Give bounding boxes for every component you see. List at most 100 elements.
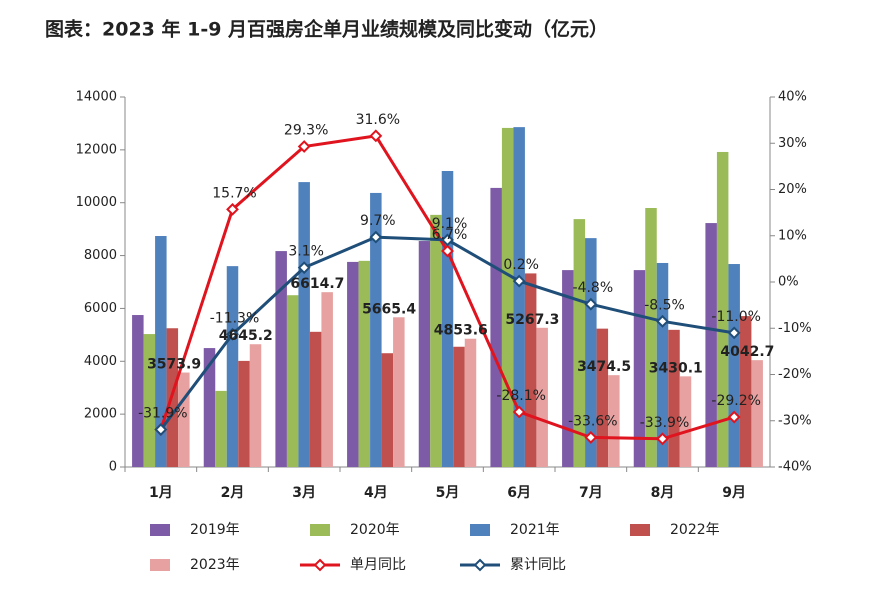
line-marker bbox=[512, 405, 526, 419]
bar bbox=[321, 292, 333, 467]
line-label: -4.8% bbox=[573, 280, 614, 296]
bar bbox=[132, 315, 144, 467]
line-label: -29.2% bbox=[711, 393, 761, 409]
x-tick-label: 2月 bbox=[221, 485, 245, 501]
legend-swatch bbox=[310, 524, 330, 536]
bar bbox=[226, 266, 239, 467]
bar bbox=[679, 376, 692, 467]
line-marker bbox=[369, 230, 383, 244]
line-label: 29.3% bbox=[284, 122, 328, 138]
x-tick-label: 5月 bbox=[436, 485, 460, 501]
line-marker bbox=[226, 327, 239, 341]
bar bbox=[573, 219, 586, 467]
bar bbox=[536, 327, 548, 467]
bar bbox=[393, 317, 405, 467]
y2-tick-label: 40% bbox=[778, 90, 807, 105]
line-label: -11.0% bbox=[711, 309, 761, 325]
line-label: 31.6% bbox=[356, 112, 400, 128]
line-label: -8.5% bbox=[644, 297, 685, 313]
line-label: 9.1% bbox=[432, 216, 468, 232]
bar bbox=[513, 127, 525, 467]
legend-label: 2021年 bbox=[510, 522, 560, 538]
y-tick-label: 8000 bbox=[84, 248, 117, 263]
bar bbox=[501, 127, 514, 468]
x-tick-label: 1月 bbox=[149, 485, 173, 501]
x-tick-label: 8月 bbox=[651, 485, 675, 501]
bar bbox=[370, 192, 382, 467]
line-marker bbox=[512, 274, 526, 288]
x-tick-label: 7月 bbox=[579, 485, 603, 501]
y2-tick-label: -20% bbox=[778, 367, 812, 382]
bar bbox=[562, 270, 574, 467]
line-marker bbox=[656, 432, 669, 446]
y2-tick-label: -30% bbox=[778, 413, 812, 428]
line-marker bbox=[369, 129, 383, 143]
bar bbox=[656, 262, 669, 467]
data-label: 5267.3 bbox=[505, 312, 559, 328]
y2-tick-label: 10% bbox=[778, 228, 807, 243]
legend-swatch bbox=[470, 524, 490, 536]
y-tick-label: 2000 bbox=[84, 407, 117, 422]
data-label: 4853.6 bbox=[434, 323, 488, 339]
bar bbox=[238, 360, 250, 467]
bar bbox=[716, 151, 729, 467]
y-tick-label: 10000 bbox=[76, 195, 117, 210]
bar bbox=[215, 390, 227, 467]
bar bbox=[143, 334, 156, 467]
x-tick-label: 9月 bbox=[722, 485, 746, 501]
data-label: 3474.5 bbox=[577, 359, 631, 375]
bar bbox=[203, 348, 216, 467]
bar bbox=[751, 360, 763, 467]
line-marker bbox=[727, 326, 741, 340]
legend-label: 累计同比 bbox=[510, 557, 566, 573]
legend-label: 单月同比 bbox=[350, 557, 406, 573]
line-label: 0.2% bbox=[503, 257, 539, 273]
bar bbox=[178, 372, 190, 467]
legend-label: 2019年 bbox=[190, 522, 240, 538]
line-label: -33.9% bbox=[640, 415, 690, 431]
y2-tick-label: 0% bbox=[778, 275, 799, 290]
line-marker bbox=[584, 297, 598, 311]
line-marker bbox=[226, 202, 239, 216]
y-tick-label: 4000 bbox=[84, 354, 117, 369]
data-label: 6614.7 bbox=[290, 276, 344, 292]
bar bbox=[728, 264, 740, 467]
bar bbox=[358, 260, 371, 467]
y2-tick-label: -40% bbox=[778, 460, 812, 475]
y-tick-label: 6000 bbox=[84, 301, 117, 316]
data-label: 4042.7 bbox=[720, 344, 774, 360]
bar bbox=[608, 375, 620, 467]
bar bbox=[347, 261, 359, 467]
line-marker bbox=[297, 140, 311, 153]
data-label: 4645.2 bbox=[219, 328, 273, 344]
bar bbox=[585, 238, 597, 467]
bar bbox=[596, 328, 609, 467]
bar bbox=[309, 331, 322, 467]
line-marker bbox=[584, 430, 598, 444]
legend-swatch bbox=[630, 524, 650, 536]
bar bbox=[633, 270, 646, 467]
line-marker bbox=[297, 261, 311, 275]
legend-label: 2023年 bbox=[190, 557, 240, 573]
data-label: 3430.1 bbox=[649, 360, 703, 376]
bar bbox=[441, 171, 454, 467]
bar bbox=[418, 241, 431, 467]
y-tick-label: 14000 bbox=[76, 90, 117, 105]
x-tick-label: 6月 bbox=[507, 485, 531, 501]
chart-title: 图表：2023 年 1-9 月百强房企单月业绩规模及同比变动（亿元） bbox=[45, 18, 608, 41]
line-label: -33.6% bbox=[568, 413, 618, 429]
x-tick-label: 3月 bbox=[292, 485, 316, 501]
y2-tick-label: -10% bbox=[778, 321, 812, 336]
line-label: 15.7% bbox=[212, 185, 256, 201]
bar bbox=[249, 344, 262, 467]
data-label: 5665.4 bbox=[362, 301, 416, 317]
line-label: 3.1% bbox=[288, 244, 324, 260]
legend-swatch bbox=[150, 524, 170, 536]
bar bbox=[464, 338, 477, 467]
x-tick-label: 4月 bbox=[364, 485, 388, 501]
bar bbox=[668, 329, 680, 467]
bar bbox=[286, 295, 299, 467]
bar bbox=[645, 208, 657, 467]
bar bbox=[739, 316, 752, 467]
